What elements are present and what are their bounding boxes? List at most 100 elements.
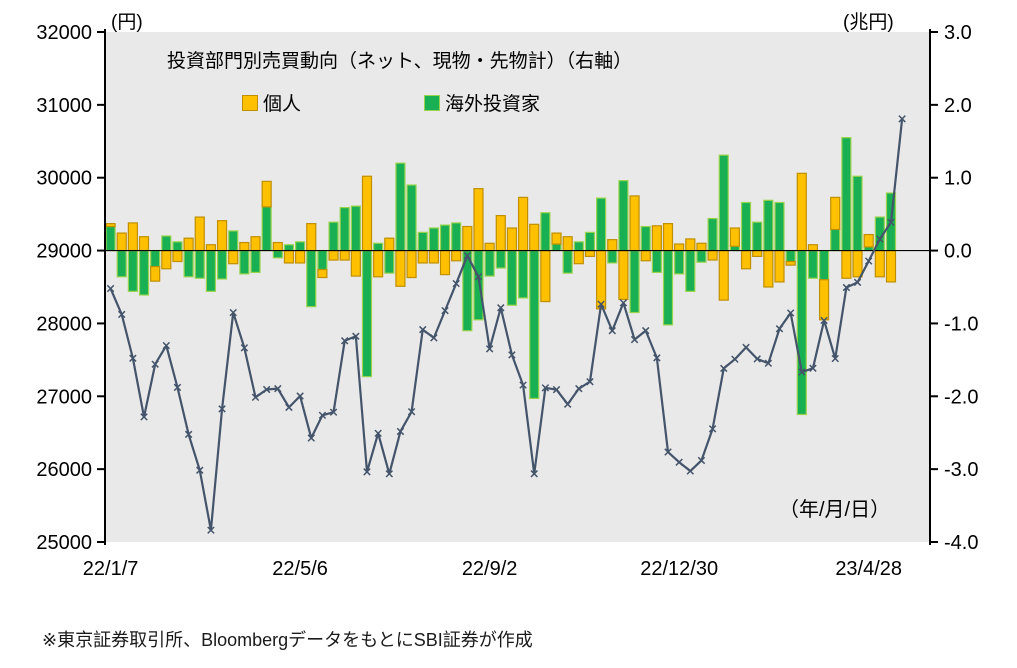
bar-foreign: [194, 249, 205, 279]
bar-foreign: [796, 249, 807, 416]
bar-individual: [763, 249, 774, 288]
bar-foreign: [841, 137, 852, 252]
legend-label-individual: 個人: [263, 94, 302, 115]
nikkei-marker-icon: [485, 345, 494, 353]
bar-individual: [752, 249, 763, 257]
bar-foreign: [350, 205, 361, 252]
right-axis-tick-label: 2.0: [944, 95, 972, 117]
bar-foreign: [685, 249, 696, 292]
nikkei-marker-icon: [474, 272, 483, 281]
bar-foreign: [807, 249, 819, 279]
bar-foreign: [573, 241, 584, 252]
bar-foreign: [250, 249, 261, 274]
nikkei-marker-icon: [575, 384, 583, 393]
bar-individual: [417, 249, 428, 264]
bar-individual: [573, 249, 584, 265]
bar-foreign: [361, 249, 373, 378]
bar-individual: [696, 242, 707, 252]
bar-individual: [451, 249, 462, 262]
bar-individual: [161, 249, 172, 270]
bar-foreign: [484, 249, 495, 277]
right-axis-tick-label: -1.0: [944, 313, 978, 335]
bar-foreign: [618, 180, 629, 252]
bar-foreign: [517, 249, 529, 299]
bar-individual: [584, 249, 596, 257]
bar-foreign: [718, 154, 729, 252]
right-axis-unit: (兆円): [843, 12, 894, 33]
bar-individual: [384, 237, 395, 252]
bar-foreign: [328, 221, 339, 252]
bar-foreign: [439, 224, 451, 252]
bar-individual: [629, 195, 640, 252]
nikkei-marker-icon: [664, 448, 672, 456]
nikkei-marker-icon: [117, 310, 126, 319]
bar-individual: [194, 216, 205, 252]
bar-foreign: [317, 249, 328, 271]
bar-individual: [239, 241, 250, 252]
nikkei-marker-icon: [363, 468, 371, 476]
nikkei-marker-icon: [262, 385, 271, 394]
bar-individual: [328, 249, 339, 261]
nikkei-marker-icon: [374, 429, 382, 438]
nikkei-marker-icon: [508, 351, 516, 359]
bar-foreign: [830, 228, 841, 252]
bar-foreign: [239, 249, 250, 275]
nikkei-marker-icon: [708, 425, 717, 433]
bar-individual: [707, 249, 718, 261]
bar-individual: [740, 249, 752, 270]
bar-foreign: [272, 249, 283, 259]
nikkei-marker-icon: [697, 456, 706, 465]
left-axis-tick-label: 28000: [36, 313, 92, 335]
bar-individual: [373, 249, 384, 278]
bar-individual: [306, 223, 317, 252]
left-axis-tick-label: 29000: [36, 241, 92, 263]
nikkei-marker-icon: [229, 308, 237, 317]
bar-individual: [506, 227, 518, 252]
nikkei-marker-icon: [764, 359, 773, 368]
bar-foreign: [205, 249, 217, 292]
bar-foreign: [495, 249, 506, 269]
nikkei-marker-icon: [140, 413, 148, 421]
bar-individual: [250, 236, 261, 252]
bar-individual: [317, 268, 328, 279]
bar-individual: [852, 249, 863, 278]
bar-individual: [473, 188, 484, 252]
nikkei-marker-icon: [419, 325, 427, 334]
individual-swatch-icon: [242, 94, 258, 111]
nikkei-marker-icon: [820, 316, 828, 325]
nikkei-marker-icon: [619, 299, 628, 307]
nikkei-marker-icon: [552, 385, 561, 394]
bar-foreign: [774, 201, 785, 252]
bar-individual: [138, 236, 150, 252]
nikkei-marker-icon: [151, 360, 159, 368]
bar-foreign: [562, 249, 573, 274]
bar-foreign: [161, 235, 172, 252]
nikkei-marker-icon: [318, 411, 327, 420]
legend-item-individual: 個人: [242, 89, 301, 116]
bar-foreign: [406, 184, 417, 252]
bar-individual: [551, 232, 562, 245]
bar-foreign: [707, 217, 718, 252]
bar-foreign: [283, 244, 295, 252]
nikkei-marker-icon: [329, 408, 338, 416]
nikkei-marker-icon: [340, 337, 349, 345]
bar-foreign: [607, 249, 618, 264]
bar-individual: [529, 223, 540, 252]
bar-individual: [607, 239, 618, 252]
bar-individual: [729, 227, 740, 247]
nikkei-marker-icon: [285, 403, 293, 412]
nikkei-marker-icon: [129, 354, 137, 362]
nikkei-marker-icon: [173, 383, 182, 392]
bar-individual: [272, 241, 283, 252]
bar-foreign: [752, 221, 763, 252]
nikkei-marker-icon: [720, 364, 728, 373]
bar-individual: [183, 237, 194, 252]
bar-individual: [640, 249, 651, 262]
bar-foreign: [216, 249, 228, 280]
bar-foreign: [763, 199, 774, 252]
nikkei-marker-icon: [853, 278, 862, 287]
nikkei-marker-icon: [184, 430, 193, 439]
bar-individual: [361, 175, 373, 252]
left-axis-tick-label: 27000: [36, 386, 92, 408]
